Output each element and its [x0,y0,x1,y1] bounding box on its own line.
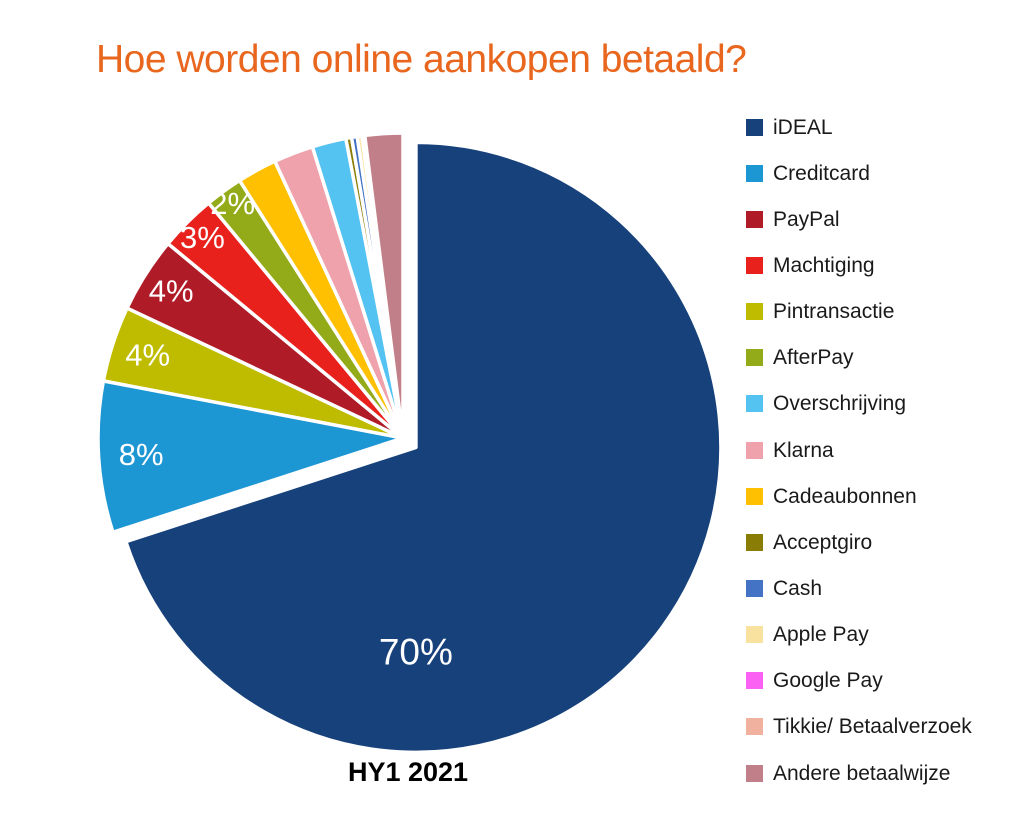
legend-label: Apple Pay [773,623,869,647]
legend-swatch [746,672,763,690]
legend-swatch [746,533,763,551]
legend-label: PayPal [773,207,840,231]
legend-label: Acceptgiro [773,530,873,554]
legend-item: Cadeaubonnen [746,473,972,519]
legend-swatch [746,395,763,413]
legend-swatch [746,256,763,274]
legend-label: Machtiging [773,253,875,277]
legend-item: iDEAL [746,104,972,150]
legend-item: Tikkie/ Betaalverzoek [746,704,972,750]
legend-swatch [746,579,763,597]
legend-swatch [746,118,763,136]
legend-swatch [746,303,763,321]
legend-item: Machtiging [746,242,972,288]
pie-slice-percentage-label: 3% [180,220,225,255]
legend-label: Cash [773,576,823,600]
legend-item: Google Pay [746,658,972,704]
legend-label: Pintransactie [773,300,895,324]
legend: iDEAL Creditcard PayPal Machtiging Pintransa… [746,104,972,796]
pie-slice-ideal [124,140,723,755]
legend-label: Andere betaalwijze [773,761,951,785]
legend-swatch [746,164,763,182]
legend-label: Cadeaubonnen [773,484,917,508]
legend-item: Acceptgiro [746,519,972,565]
period-label: HY1 2021 [347,757,469,787]
legend-label: Creditcard [773,161,870,185]
legend-label: AfterPay [773,346,854,370]
pie-slice-percentage-label: 70% [379,631,453,672]
legend-item: Overschrijving [746,381,972,427]
chart-title: Hoe worden online aankopen betaald? [96,38,747,81]
pie-slice-andere-betaalwijze [363,131,405,440]
legend-label: Google Pay [773,669,883,693]
legend-item: Apple Pay [746,612,972,658]
legend-label: Tikkie/ Betaalverzoek [773,715,972,739]
legend-item: Cash [746,565,972,611]
legend-item: Andere betaalwijze [746,750,972,796]
legend-item: PayPal [746,196,972,242]
legend-label: Overschrijving [773,392,907,416]
legend-swatch [746,718,763,736]
legend-label: iDEAL [773,115,833,139]
legend-item: Klarna [746,427,972,473]
legend-swatch [746,487,763,505]
legend-item: Pintransactie [746,289,972,335]
legend-swatch [746,626,763,644]
legend-item: Creditcard [746,150,972,196]
legend-swatch [746,210,763,228]
legend-item: AfterPay [746,335,972,381]
pie-slice-percentage-label: 2% [210,186,255,221]
pie-slice-percentage-label: 8% [119,437,164,472]
legend-swatch [746,441,763,459]
pie-slice-creditcard [96,379,405,534]
legend-swatch [746,764,763,782]
legend-swatch [746,349,763,367]
legend-label: Klarna [773,438,834,462]
pie-slice-percentage-label: 4% [149,273,194,308]
pie-slice-percentage-label: 4% [125,338,170,373]
